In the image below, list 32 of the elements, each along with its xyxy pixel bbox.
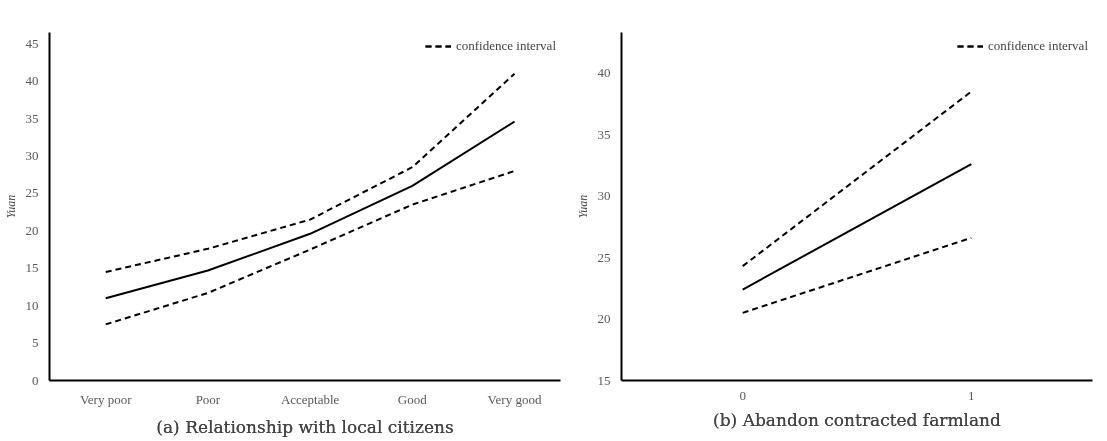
y-tick-label: 35: [25, 110, 39, 126]
x-tick-label: 0: [739, 387, 746, 403]
y-tick-label: 45: [25, 35, 39, 51]
text: (a) Relationship with local citizens: [156, 416, 454, 437]
x-tick-label: Acceptable: [280, 391, 340, 407]
x-tick-label: Very good: [487, 391, 542, 407]
line-series: [104, 72, 516, 273]
y-tick-label: 40: [597, 65, 611, 81]
y-tick-label: 15: [597, 372, 611, 388]
line-series: [104, 120, 516, 300]
legend-label: confidence interval: [988, 38, 1088, 54]
x-tick-label: Very poor: [79, 391, 133, 407]
legend-label: confidence interval: [456, 38, 556, 54]
y-tick-label: 25: [597, 249, 611, 265]
y-tick-label: 0: [32, 372, 39, 388]
y-axis-title: Yuan: [575, 194, 590, 219]
y-tick-label: 30: [597, 188, 611, 204]
y-tick-label: 20: [25, 222, 39, 238]
x-tick-label: 1: [968, 387, 975, 403]
y-tick-label: 20: [597, 311, 611, 327]
text: (b) Abandon contracted farmland: [713, 409, 1002, 430]
y-tick-label: 5: [32, 335, 39, 351]
x-tick-label: Poor: [195, 391, 221, 407]
x-tick-label: Good: [397, 391, 428, 407]
y-axis-title: Yuan: [3, 194, 18, 219]
y-tick-label: 40: [25, 73, 39, 89]
y-tick-label: 30: [25, 147, 39, 163]
y-tick-label: 10: [25, 297, 39, 313]
y-tick-label: 25: [25, 185, 39, 201]
y-tick-label: 35: [597, 126, 611, 142]
y-tick-label: 15: [25, 260, 39, 276]
line-series: [104, 169, 516, 326]
